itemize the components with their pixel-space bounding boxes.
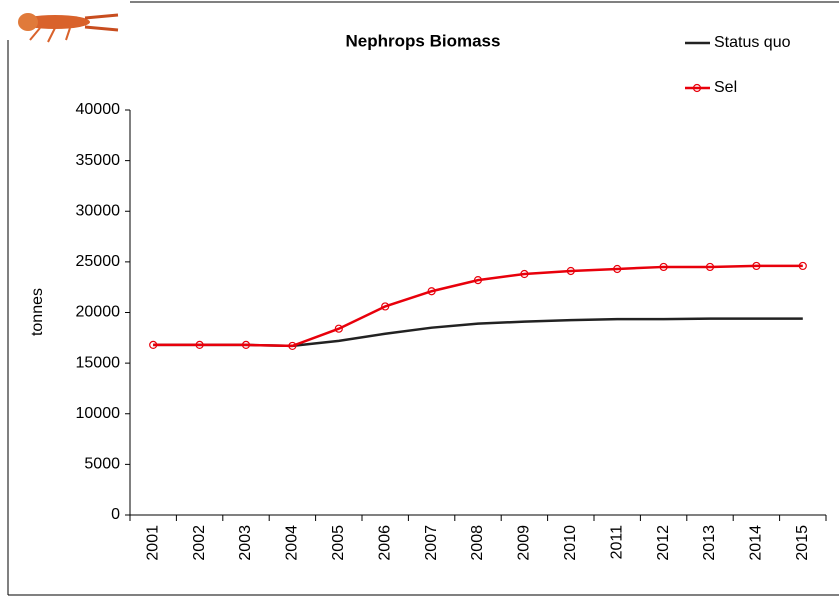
x-tick-label: 2014 <box>748 525 765 561</box>
lobster-icon <box>18 13 119 43</box>
legend-label: Status quo <box>714 34 791 51</box>
point-marker <box>752 261 761 271</box>
point-marker <box>613 264 622 274</box>
frame <box>7 1 839 596</box>
x-tick-label: 2015 <box>794 525 811 561</box>
legend-label: Sel <box>714 79 737 96</box>
series-line <box>153 317 803 348</box>
point-marker <box>427 287 436 296</box>
x-tick-label: 2001 <box>144 525 161 561</box>
chart-title: Nephrops Biomass <box>346 31 501 50</box>
point-marker <box>798 261 807 271</box>
y-tick-label: 10000 <box>76 405 121 422</box>
y-axis-label: tonnes <box>29 288 46 336</box>
y-tick-label: 0 <box>111 506 120 523</box>
point-marker <box>195 340 204 349</box>
y-tick-label: 40000 <box>76 101 121 118</box>
point-marker <box>288 341 297 351</box>
point-marker <box>149 340 158 349</box>
point-marker <box>705 262 715 272</box>
x-tick-label: 2002 <box>191 525 208 561</box>
x-tick-label: 2007 <box>423 525 440 561</box>
y-tick-label: 20000 <box>76 304 121 321</box>
legend-marker <box>692 83 702 93</box>
x-tick-label: 2003 <box>237 525 254 561</box>
y-tick-label: 15000 <box>76 354 121 371</box>
point-marker <box>566 266 575 276</box>
point-marker <box>520 269 529 279</box>
y-tick-label: 25000 <box>76 253 121 270</box>
point-marker <box>381 302 390 311</box>
y-tick-label: 35000 <box>76 152 121 169</box>
y-tick-label: 30000 <box>76 202 121 219</box>
x-tick-label: 2009 <box>516 525 533 561</box>
x-tick-label: 2011 <box>608 525 625 560</box>
point-marker <box>334 324 343 333</box>
point-marker <box>473 276 483 285</box>
point-marker <box>659 262 668 272</box>
x-tick-label: 2012 <box>655 525 672 561</box>
x-tick-label: 2004 <box>284 525 301 561</box>
x-tick-label: 2005 <box>330 525 347 561</box>
x-tick-label: 2006 <box>376 525 393 561</box>
x-tick-label: 2010 <box>562 525 579 561</box>
x-tick-label: 2013 <box>701 525 718 561</box>
point-marker <box>241 340 251 349</box>
y-tick-label: 5000 <box>84 456 120 473</box>
series-line <box>153 264 803 348</box>
x-tick-label: 2008 <box>469 525 486 561</box>
